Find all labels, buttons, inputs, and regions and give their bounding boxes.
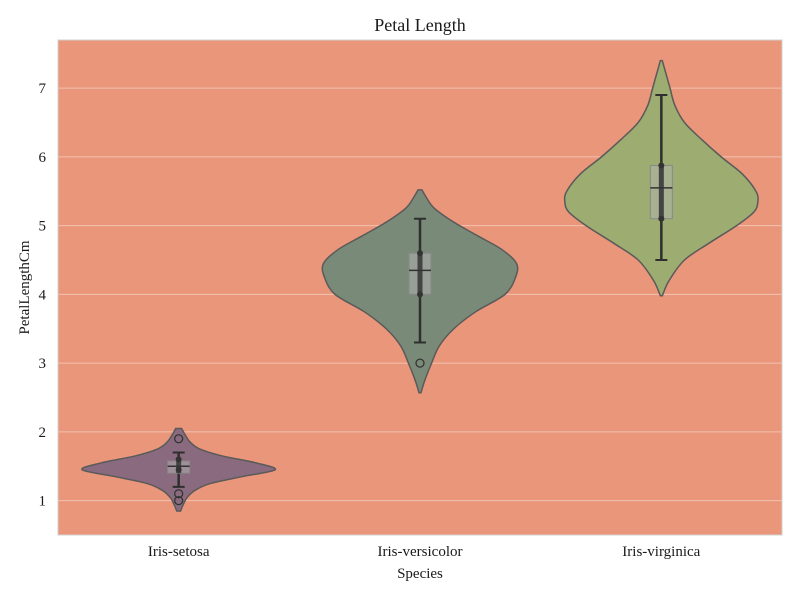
quartile-dot [417,250,423,257]
tick-labels: 1 2 3 4 5 6 7 Iris-setosa Iris-versicolor Iris-vi… [39,81,701,560]
y-tick-label: 1 [39,494,47,510]
x-tick-label: Iris-setosa [148,544,210,560]
outlier-point [174,489,184,499]
chart-title: Petal Length [374,15,465,35]
y-tick-label: 3 [39,356,47,372]
violin-iris-versicolor [321,189,519,394]
outlier-point [174,434,184,444]
quartile-dot [658,162,665,169]
y-tick-label: 6 [39,150,47,166]
x-tick-label: Iris-virginica [622,544,700,560]
x-tick-label: Iris-versicolor [378,544,463,560]
outlier-point [174,495,184,506]
y-tick-label: 4 [39,287,47,303]
outlier-point [415,358,425,368]
y-tick-label: 5 [39,219,47,235]
quartile-dot [417,291,423,298]
quartile-dot [175,456,182,463]
y-tick-label: 7 [39,81,47,97]
quartile-dot [658,215,665,222]
violin-iris-setosa [81,427,277,512]
violins-group [81,59,759,512]
x-axis-label: Species [397,566,443,582]
violin-iris-virginica [563,59,759,297]
y-axis-label: PetalLengthCm [17,240,33,334]
quartile-dot [175,466,182,473]
y-tick-label: 2 [39,425,47,441]
